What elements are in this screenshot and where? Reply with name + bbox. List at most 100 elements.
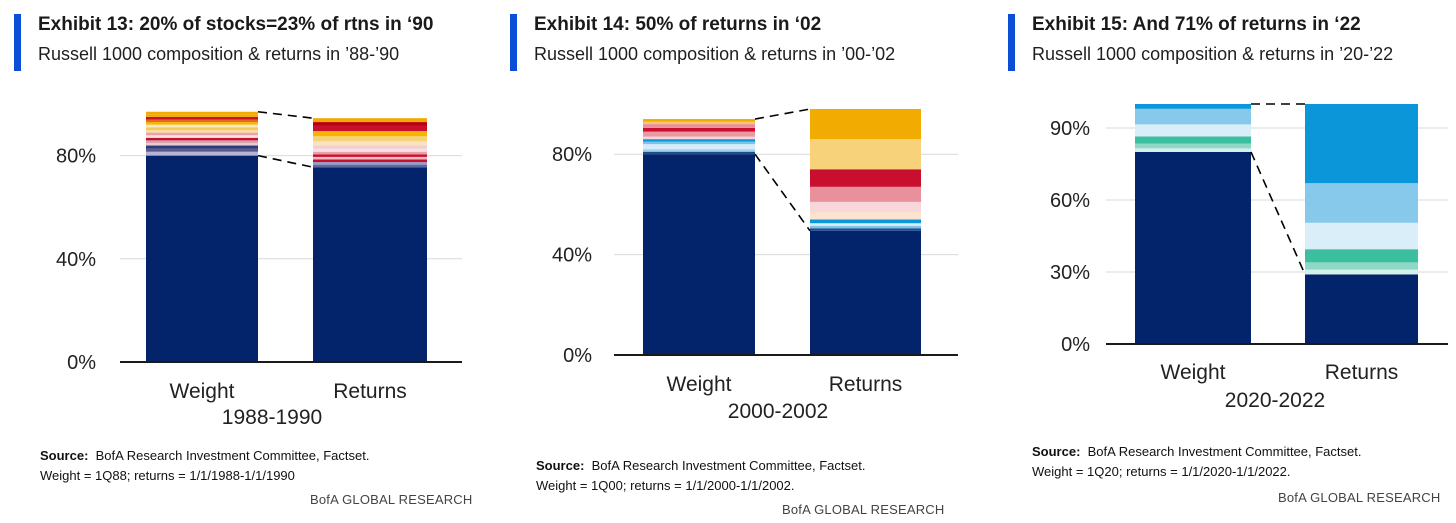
y-tick-label: 0%	[67, 352, 96, 374]
bar-segment-weight	[146, 151, 258, 156]
weight-returns-note: Weight = 1Q20; returns = 1/1/2020-1/1/20…	[1032, 464, 1291, 479]
x-category-label: Returns	[333, 380, 407, 403]
connector-line-bottom	[1250, 151, 1306, 275]
exhibit-title: Exhibit 13: 20% of stocks=23% of rtns in…	[38, 14, 434, 35]
x-category-label: Returns	[1325, 361, 1399, 384]
y-tick-label: 0%	[563, 345, 592, 367]
connector-line-top	[754, 108, 811, 120]
source-text: BofA Research Investment Committee, Fact…	[95, 448, 370, 463]
bar-segment-weight	[643, 127, 755, 132]
bar-segment-weight	[146, 127, 258, 131]
bar-segment-weight	[146, 119, 258, 123]
y-tick-label: 40%	[56, 249, 96, 271]
bar-segment-weight	[1135, 143, 1251, 149]
bar-segment-returns	[1305, 104, 1418, 184]
exhibit-title: Exhibit 15: And 71% of returns in ‘22	[1032, 14, 1361, 35]
source-text: BofA Research Investment Committee, Fact…	[1087, 444, 1362, 459]
bar-segment-returns	[313, 125, 427, 132]
bar-segment-weight	[643, 151, 755, 155]
bar-segment-weight	[643, 119, 755, 122]
bar-segment-weight	[146, 142, 258, 146]
bar-segment-weight	[1135, 136, 1251, 144]
bar-segment-weight	[146, 140, 258, 143]
bar-segment-weight	[643, 139, 755, 142]
bar-segment-weight	[643, 124, 755, 128]
bar-segment-weight	[146, 111, 258, 115]
bar-segment-weight	[1135, 104, 1251, 109]
connector-line-top	[257, 110, 314, 119]
bar-segment-weight	[146, 124, 258, 128]
y-tick-label: 40%	[552, 245, 592, 267]
exhibit-15-panel: Exhibit 15: And 71% of returns in ‘22 Ru…	[992, 0, 1456, 523]
bar-segment-returns	[313, 118, 427, 123]
bar-segment-returns	[1305, 249, 1418, 263]
bar-segment-returns	[810, 223, 921, 226]
bar-segment-weight	[643, 131, 755, 137]
bar-segment-returns	[313, 136, 427, 142]
brand-label: BofA GLOBAL RESEARCH	[782, 502, 945, 517]
source-text: BofA Research Investment Committee, Fact…	[591, 458, 866, 473]
y-tick-label: 80%	[552, 144, 592, 166]
bar-segment-returns	[313, 159, 427, 163]
weight-returns-note: Weight = 1Q00; returns = 1/1/2000-1/1/20…	[536, 478, 795, 493]
exhibit-13-panel: Exhibit 13: 20% of stocks=23% of rtns in…	[0, 0, 480, 523]
bar-segment-returns	[313, 167, 427, 362]
bar-segment-returns	[313, 122, 427, 126]
bar-segment-weight	[146, 116, 258, 120]
x-axis-label: 1988-1990	[222, 406, 322, 429]
exhibit-subtitle: Russell 1000 composition & returns in ’8…	[38, 44, 400, 64]
exhibit-14-panel: Exhibit 14: 50% of returns in ‘02 Russel…	[496, 0, 976, 523]
bar-segment-returns	[810, 230, 921, 355]
source-label: Source:	[40, 448, 89, 463]
bar-segment-returns	[313, 145, 427, 149]
bar-segment-returns	[810, 211, 921, 220]
x-category-label: Weight	[170, 380, 235, 403]
bar-segment-returns	[810, 186, 921, 202]
exhibit-title: Exhibit 14: 50% of returns in ‘02	[534, 14, 822, 35]
bar-segment-returns	[1305, 262, 1418, 270]
bar-segment-weight	[146, 145, 258, 149]
stacked-bar-chart: 0% 40% 80% Weight Returns 1988-1990	[56, 110, 462, 429]
bar-segment-returns	[1305, 183, 1418, 223]
bar-segment-weight	[146, 137, 258, 141]
bar-segment-weight	[146, 122, 258, 125]
bar-segment-weight	[643, 136, 755, 140]
y-tick-label: 60%	[1050, 190, 1090, 212]
bar-segment-returns	[810, 219, 921, 224]
bar-segment-returns	[810, 225, 921, 229]
bar-segment-returns	[313, 164, 427, 168]
source-note: Source: BofA Research Investment Committ…	[536, 456, 865, 496]
connector-line-bottom	[754, 153, 811, 232]
bar-segment-returns	[810, 228, 921, 231]
source-note: Source: BofA Research Investment Committ…	[40, 446, 369, 486]
x-category-label: Weight	[1161, 361, 1226, 384]
bar-segment-returns	[313, 141, 427, 146]
bar-segment-weight	[146, 114, 258, 117]
bar-segment-weight	[643, 144, 755, 150]
brand-label: BofA GLOBAL RESEARCH	[310, 492, 473, 507]
bar-segment-returns	[313, 151, 427, 155]
bar-segment-weight	[643, 154, 755, 355]
source-note: Source: BofA Research Investment Committ…	[1032, 442, 1361, 482]
bar-segment-weight	[146, 155, 258, 362]
bar-segment-weight	[1135, 148, 1251, 152]
bar-segment-weight	[146, 132, 258, 136]
accent-bar	[14, 14, 21, 71]
bar-segment-returns	[313, 154, 427, 157]
connector-line-bottom	[257, 154, 314, 168]
x-axis-label: 2000-2002	[728, 400, 828, 423]
bar-segment-weight	[146, 148, 258, 152]
y-tick-label: 30%	[1050, 262, 1090, 284]
bar-segment-returns	[313, 162, 427, 165]
exhibit-subtitle: Russell 1000 composition & returns in ’2…	[1032, 44, 1394, 64]
bar-segment-returns	[810, 109, 921, 140]
bar-segment-weight	[643, 149, 755, 152]
bar-segment-weight	[1135, 152, 1251, 344]
bar-segment-returns	[810, 139, 921, 170]
bar-segment-returns	[313, 156, 427, 160]
bar-segment-returns	[1305, 274, 1418, 344]
x-category-label: Returns	[829, 373, 903, 396]
bar-segment-returns	[313, 131, 427, 137]
